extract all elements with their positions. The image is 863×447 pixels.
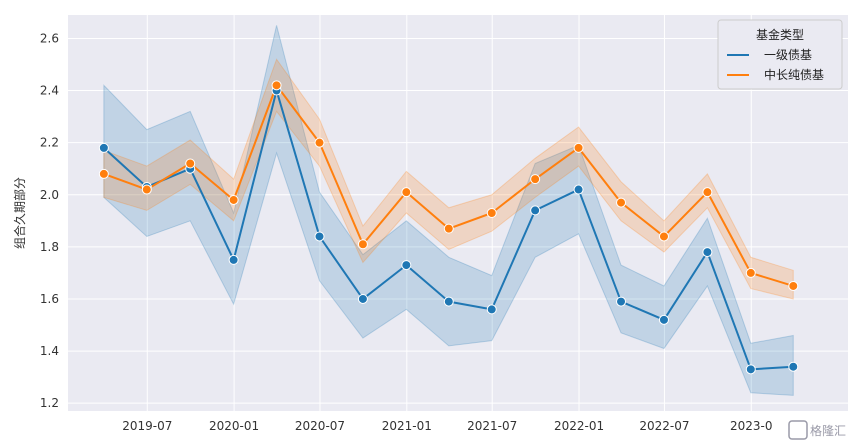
y-tick-label: 1.6 — [40, 292, 59, 306]
legend-box — [717, 19, 843, 90]
data-point-series-2 — [271, 80, 282, 91]
data-point-series-2 — [745, 267, 756, 278]
legend-label-series-1: 一级债基 — [764, 48, 812, 62]
data-point-series-2 — [702, 187, 713, 198]
data-point-series-1 — [530, 205, 541, 216]
data-point-series-1 — [745, 364, 756, 375]
watermark-text: 格隆汇 — [810, 423, 846, 438]
y-tick-label: 1.8 — [40, 240, 59, 254]
data-point-series-1 — [98, 142, 109, 153]
data-point-series-2 — [788, 280, 799, 291]
series-markers — [98, 80, 799, 375]
data-point-series-2 — [185, 158, 196, 169]
data-point-series-1 — [658, 314, 669, 325]
data-point-series-1 — [228, 254, 239, 265]
data-point-series-2 — [530, 174, 541, 185]
legend-title: 基金类型 — [756, 27, 804, 42]
y-tick-label: 2.0 — [40, 188, 59, 202]
y-tick-label: 2.4 — [40, 84, 59, 98]
x-tick-label: 2021-01 — [382, 419, 432, 433]
y-tick-label: 1.2 — [40, 396, 59, 410]
x-tick-label: 2019-07 — [122, 419, 172, 433]
x-tick-label: 2020-07 — [295, 419, 345, 433]
data-point-series-1 — [401, 260, 412, 271]
x-tick-label: 2022-01 — [554, 419, 604, 433]
y-tick-label: 2.6 — [40, 31, 59, 45]
legend-label-series-2: 中长纯债基 — [764, 67, 824, 82]
tick-labels: 1.2 1.4 1.6 1.8 2.0 2.2 2.4 2.6 2019-07 2020-01 20… — [40, 31, 773, 433]
data-point-series-2 — [357, 239, 368, 250]
y-axis-title: 组合久期部分 — [12, 177, 27, 249]
y-tick-label: 1.4 — [40, 344, 59, 358]
x-tick-label: 2023-0 — [730, 419, 773, 433]
data-point-series-1 — [443, 296, 454, 307]
x-tick-label: 2020-01 — [209, 419, 259, 433]
data-point-series-1 — [788, 361, 799, 372]
y-tick-label: 2.2 — [40, 136, 59, 150]
data-point-series-2 — [141, 184, 152, 195]
data-point-series-2 — [573, 142, 584, 153]
data-point-series-2 — [486, 208, 497, 218]
data-point-series-1 — [616, 296, 627, 307]
data-point-series-1 — [702, 247, 713, 258]
data-point-series-2 — [228, 194, 239, 205]
legend: 基金类型 一级债基 中长纯债基 — [717, 19, 843, 90]
data-point-series-2 — [658, 231, 669, 242]
data-point-series-2 — [443, 223, 454, 234]
data-point-series-2 — [98, 168, 109, 179]
data-point-series-1 — [486, 304, 497, 315]
gelonghui-logo-icon — [788, 420, 808, 440]
grid — [68, 15, 848, 411]
data-point-series-1 — [314, 231, 325, 242]
x-tick-label: 2022-07 — [639, 419, 689, 433]
watermark: 格隆汇 — [788, 420, 846, 440]
data-point-series-2 — [616, 197, 627, 208]
data-point-series-1 — [357, 293, 368, 304]
x-tick-label: 2021-07 — [467, 419, 517, 433]
data-point-series-2 — [314, 137, 325, 148]
data-point-series-2 — [401, 187, 412, 198]
data-point-series-1 — [573, 184, 584, 195]
